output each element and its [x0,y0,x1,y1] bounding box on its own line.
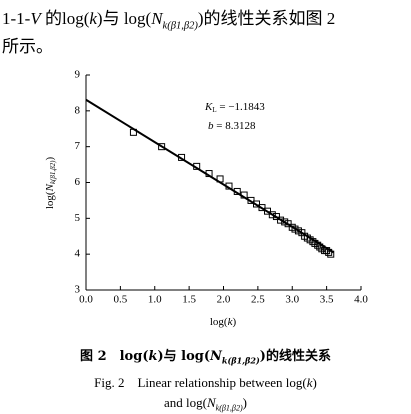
text: N [44,183,56,192]
y-tick-label: 8 [75,104,81,116]
text: = 8.3128 [214,120,256,132]
text: k [228,316,234,328]
text: 1-1- [2,9,31,28]
subscript: k(β1,β2) [162,20,198,32]
x-tick-label: 0.5 [114,294,128,306]
text: ) [232,316,236,328]
point [264,207,271,215]
text: k [306,375,313,390]
subscript: k(β1,β2) [215,403,243,413]
subscript: k(β1,β2) [49,160,57,184]
text: k [148,349,158,364]
text: ) [312,375,317,390]
subscript: k(β1,β2) [221,355,260,366]
text: )与 log( [157,349,211,364]
point [268,211,276,219]
text: )的线性关系 [259,349,331,364]
text: 图 2 log( [80,349,149,364]
point [272,213,280,221]
subscript: L [212,106,216,114]
point [277,216,285,224]
text: and log( [164,395,207,410]
intro-line: 1-1-V 的log(k)与 log(Nk(β1,β2))的线性关系如图 2 [2,4,335,31]
text: )的线性关系如图 2 [197,9,336,28]
x-tick-label: 3.5 [320,294,334,306]
x-axis-label: log(k) [210,316,237,328]
x-tick-label: 1.0 [148,294,162,306]
text: )与 log( [96,9,152,28]
text: k [89,9,97,28]
text: ) [44,157,56,161]
text: V [30,9,41,28]
text: 的log( [40,9,90,28]
text: K [204,101,213,113]
y-axis-label: log(Nk(β1,β2)) [44,157,57,210]
point [158,143,166,151]
text: Fig. 2 Linear relationship between log( [94,375,307,390]
text: ) [242,395,247,410]
y-tick-label: 4 [75,248,81,260]
text: b [208,120,214,132]
annotation: KL = −1.1843 [204,101,265,114]
text: N [210,349,222,364]
caption-cn: 图 2 log(k)与 log(Nk(β1,β2))的线性关系 [0,345,411,366]
caption-en: Fig. 2 Linear relationship between log(k… [0,372,411,391]
y-tick-label: 3 [75,284,81,296]
y-tick-label: 5 [75,212,81,224]
intro-line: 所示。 [2,37,53,56]
text: log( [44,191,56,209]
text: log( [210,316,228,328]
x-tick-label: 4.0 [354,294,368,306]
x-tick-label: 2.5 [251,294,265,306]
x-tick-label: 0.0 [79,294,93,306]
text: = −1.1843 [217,101,266,113]
text: N [151,9,163,28]
y-tick-label: 6 [75,176,81,188]
y-tick-label: 7 [75,140,81,152]
x-tick-label: 1.5 [182,294,196,306]
caption-en: and log(Nk(β1,β2)) [0,395,411,413]
text: N [206,395,216,410]
annotation: b = 8.3128 [208,120,256,132]
x-tick-label: 3.0 [285,294,299,306]
fit-line [85,98,335,254]
x-tick-label: 2.0 [217,294,231,306]
y-tick-label: 9 [75,69,81,81]
